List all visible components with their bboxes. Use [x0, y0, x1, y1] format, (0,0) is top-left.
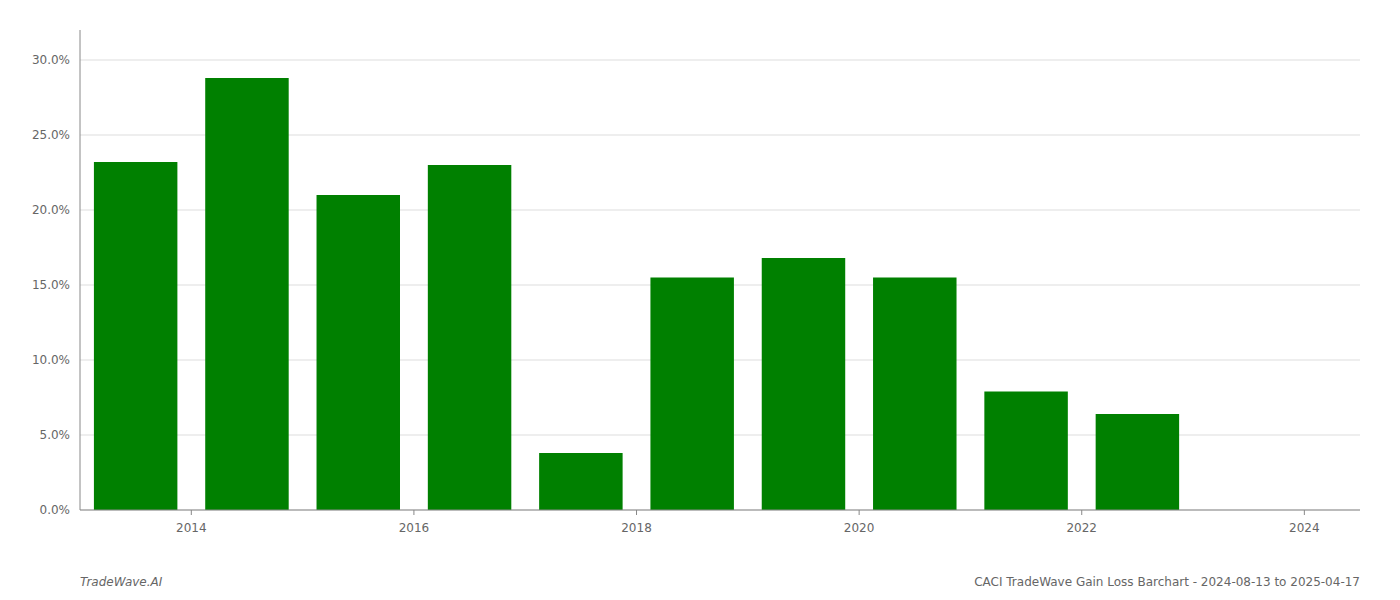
y-tick-label: 20.0% — [32, 203, 70, 217]
chart-container: 0.0% 5.0% 10.0% 15.0% 20.0% 25.0% 30.0% 2014 201… — [0, 0, 1400, 600]
bar — [205, 78, 288, 510]
bar — [317, 195, 400, 510]
y-tick-label: 15.0% — [32, 278, 70, 292]
bar — [94, 162, 177, 510]
y-tick-label: 25.0% — [32, 128, 70, 142]
x-tick — [191, 510, 192, 515]
bar — [762, 258, 845, 510]
grid-line — [80, 60, 1360, 61]
y-tick-label: 0.0% — [40, 503, 71, 517]
bar — [539, 453, 622, 510]
bars — [94, 78, 1179, 510]
x-tick — [1081, 510, 1082, 515]
x-tick — [1304, 510, 1305, 515]
y-tick-label: 5.0% — [40, 428, 71, 442]
bar — [650, 278, 733, 511]
grid — [80, 60, 1360, 510]
y-axis-line — [80, 30, 81, 510]
bar — [1096, 414, 1179, 510]
chart-svg: 0.0% 5.0% 10.0% 15.0% 20.0% 25.0% 30.0% 2014 201… — [0, 0, 1400, 600]
x-tick-label: 2014 — [176, 521, 207, 535]
x-tick-label: 2020 — [844, 521, 875, 535]
x-axis-line — [80, 510, 1360, 511]
x-tick-label: 2024 — [1289, 521, 1320, 535]
bar — [428, 165, 511, 510]
bar — [984, 392, 1067, 511]
y-tick-label: 30.0% — [32, 53, 70, 67]
x-tick — [859, 510, 860, 515]
x-tick — [413, 510, 414, 515]
x-tick — [636, 510, 637, 515]
footer-right: CACI TradeWave Gain Loss Barchart - 2024… — [974, 575, 1360, 589]
grid-line — [80, 510, 1360, 511]
x-tick-label: 2016 — [399, 521, 430, 535]
footer-left: TradeWave.AI — [80, 575, 163, 589]
bar — [873, 278, 956, 511]
y-tick-label: 10.0% — [32, 353, 70, 367]
x-tick-label: 2022 — [1066, 521, 1097, 535]
x-tick-label: 2018 — [621, 521, 652, 535]
